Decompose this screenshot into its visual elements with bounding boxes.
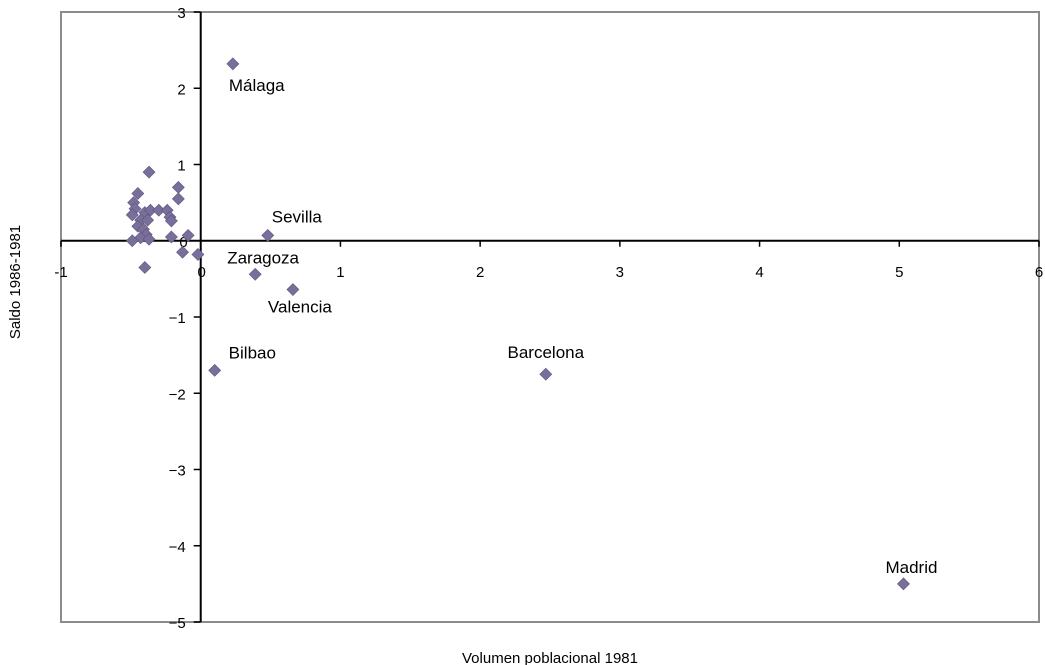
data-point [208,363,222,377]
data-point [261,228,275,242]
point-label: Valencia [268,298,332,317]
x-tick-label: 1 [336,264,344,281]
y-tick-label: −5 [169,615,186,632]
y-tick-label: 3 [177,5,185,22]
x-tick-label-origin: 0 [198,264,206,281]
data-point [286,283,300,296]
point-label: Málaga [229,76,285,95]
y-axis-title: Saldo 1986-1981 [7,225,24,339]
plot-area-border [60,11,1040,623]
y-tick-label-origin: 0 [179,234,187,251]
data-point [131,187,145,200]
data-point [138,261,152,274]
data-point [539,367,553,381]
data-points [125,57,910,591]
point-label: Zaragoza [227,248,299,267]
data-point [226,57,240,71]
point-label: Barcelona [508,343,585,362]
data-point [142,232,156,246]
point-label: Bilbao [229,343,276,362]
y-tick-label: −1 [169,310,186,327]
point-label: Sevilla [272,207,323,226]
data-point [125,234,139,248]
data-point [171,192,185,206]
x-axis-title: Volumen poblacional 1981 [462,650,638,665]
axes: -1 1 2 3 4 5 6 0 3 2 1 −1 −2 −3 −4 −5 0 [54,5,1043,632]
x-tick-label: 6 [1035,264,1043,281]
y-tick-label: 1 [177,158,185,175]
data-point [181,228,195,242]
y-tick-label: −3 [169,463,186,480]
x-tick-label: -1 [54,264,67,281]
x-tick-label: 4 [755,264,763,281]
data-point [125,208,139,222]
data-point [164,214,178,228]
data-point [176,245,189,259]
data-point [191,248,205,261]
data-point [897,577,910,591]
x-tick-label: 2 [476,264,484,281]
y-tick-label: 2 [177,81,185,98]
y-tick-label: −2 [169,386,186,403]
x-tick-label: 3 [616,264,624,281]
point-label: Madrid [885,558,937,577]
data-point [141,213,155,227]
data-point [142,165,156,179]
x-tick-label: 5 [895,264,903,281]
y-tick-label: −4 [169,539,186,556]
data-point [164,230,178,244]
point-labels: Málaga Sevilla Zaragoza Valencia Bilbao Barce… [227,76,937,577]
data-point [248,267,262,281]
